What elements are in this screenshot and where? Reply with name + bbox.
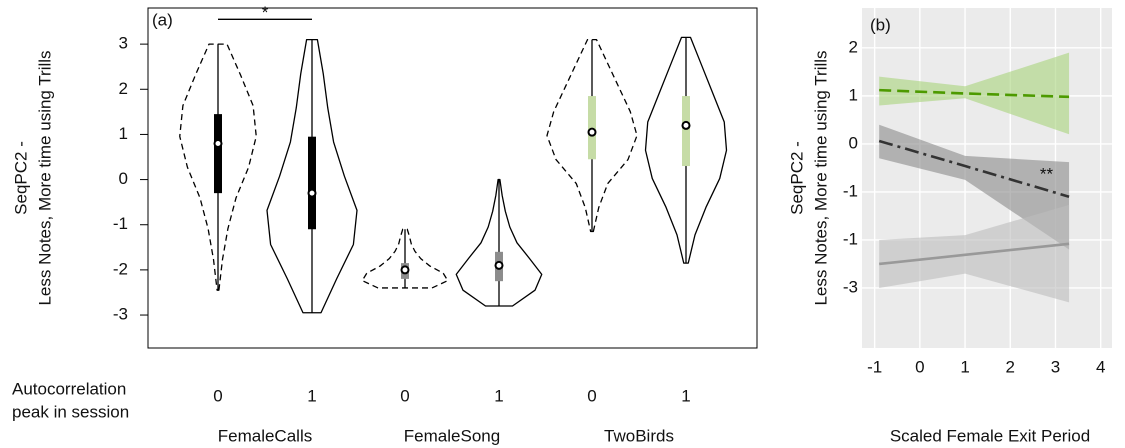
significance-label: *	[262, 3, 269, 22]
y-tick-label: 2	[119, 79, 128, 98]
regression-line	[879, 242, 1070, 266]
median	[307, 188, 317, 198]
y-axis-label: Less Notes, More time using Trills	[811, 50, 830, 305]
y-tick-label: -1	[113, 214, 128, 233]
iqr-box	[308, 136, 316, 230]
iqr-box	[588, 96, 596, 160]
group-label: FemaleSong	[404, 426, 500, 445]
y-axis-label: SeqPC2 -	[11, 141, 30, 215]
y-tick-label: -3	[113, 305, 128, 324]
x-tick-label: 1	[960, 357, 969, 376]
panel-label: (b)	[870, 15, 891, 34]
y-tick-label: 0	[849, 133, 858, 152]
group-label: FemaleCalls	[218, 426, 312, 445]
group-label: TwoBirds	[604, 426, 674, 445]
x-tick-label: 0	[213, 386, 222, 405]
violin-body	[546, 38, 638, 233]
y-tick-label: 0	[119, 169, 128, 188]
y-tick-label: -2	[113, 259, 128, 278]
y-tick-label: -1	[843, 229, 858, 248]
y-tick-label: 3	[119, 34, 128, 53]
violin-body	[361, 228, 449, 289]
violin-body	[644, 36, 728, 264]
median	[213, 138, 223, 148]
y-tick-label: 1	[849, 85, 858, 104]
y-tick-label: 2	[849, 37, 858, 56]
y-tick-label: -3	[843, 277, 858, 296]
x-tick-label: 1	[494, 386, 503, 405]
x-row-label: Autocorrelation	[12, 379, 126, 398]
x-tick-label: 3	[1051, 357, 1060, 376]
regression-line	[878, 139, 1070, 198]
plot-frame	[147, 7, 758, 349]
x-axis-label: Scaled Female Exit Period	[890, 426, 1090, 445]
median	[400, 265, 410, 275]
violin-body	[179, 43, 257, 291]
confidence-band	[879, 124, 1070, 250]
median	[587, 127, 597, 137]
x-tick-label: 1	[681, 386, 690, 405]
y-axis-label: SeqPC2 -	[787, 141, 806, 215]
x-tick-label: 1	[307, 386, 316, 405]
violin-body	[266, 38, 358, 314]
y-axis-label: Less Notes, More time using Trills	[35, 50, 54, 305]
y-tick-label: -1	[843, 181, 858, 200]
x-tick-label: -1	[867, 357, 882, 376]
x-tick-label: 0	[400, 386, 409, 405]
x-row-label: peak in session	[12, 402, 129, 421]
x-tick-label: 0	[915, 357, 924, 376]
panel-label: (a)	[152, 10, 173, 29]
violin-body	[455, 178, 543, 307]
median	[681, 120, 691, 130]
x-tick-label: 0	[587, 386, 596, 405]
regression-line	[879, 88, 1070, 99]
iqr-box	[214, 114, 222, 194]
median	[494, 260, 504, 270]
iqr-box	[682, 96, 690, 167]
x-tick-label: 2	[1006, 357, 1015, 376]
x-tick-label: 4	[1096, 357, 1105, 376]
annotation: **	[1040, 165, 1054, 184]
y-tick-label: 1	[119, 124, 128, 143]
